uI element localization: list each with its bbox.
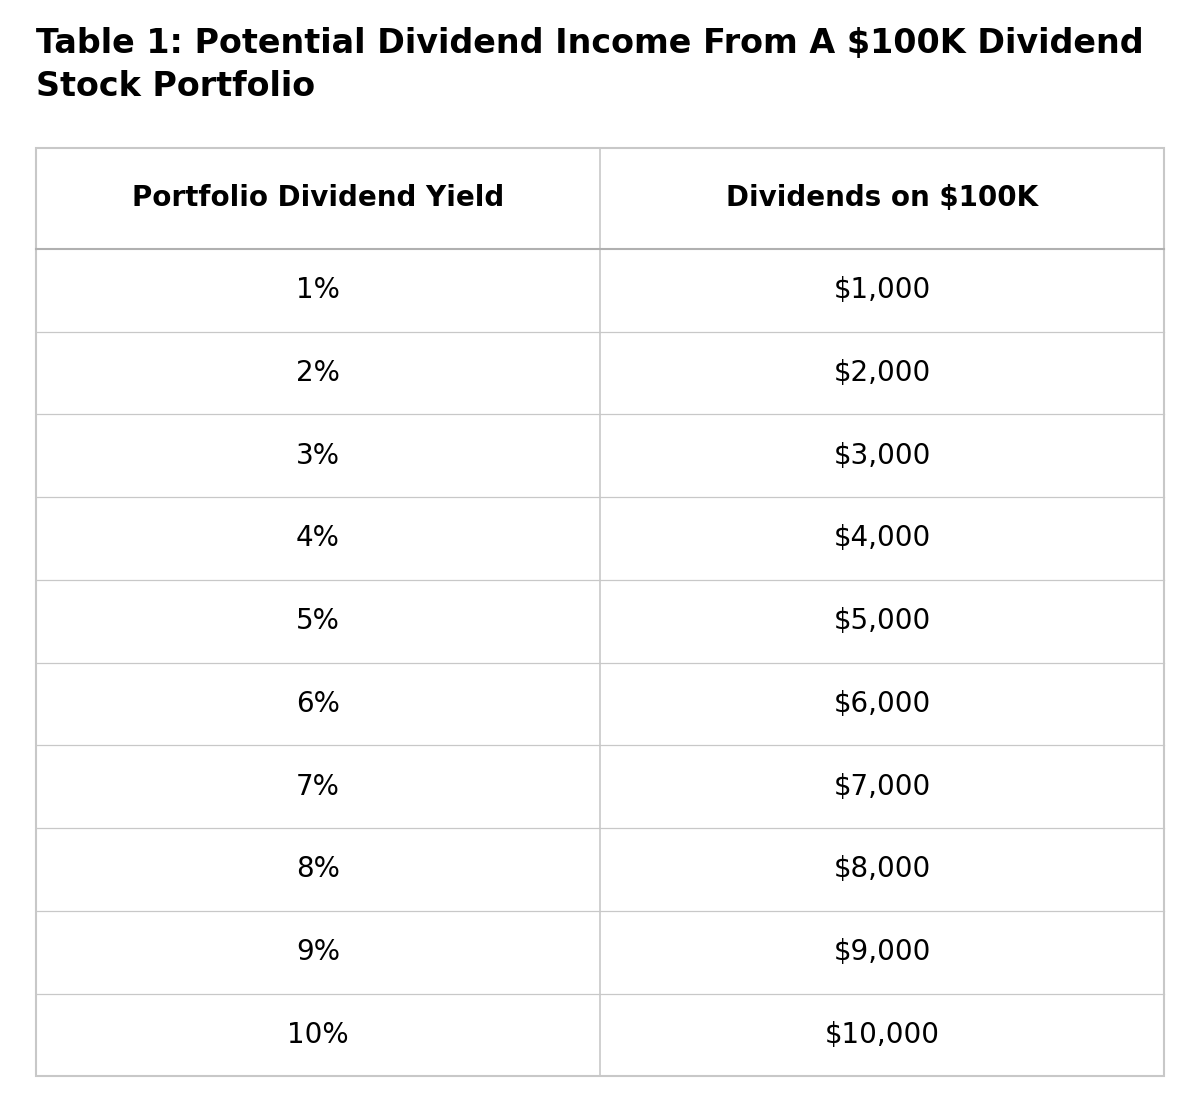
Text: $5,000: $5,000 [833,607,931,636]
Text: $4,000: $4,000 [833,524,931,552]
Text: 8%: 8% [296,855,340,883]
Text: $6,000: $6,000 [833,689,931,718]
Text: 10%: 10% [287,1020,349,1049]
Text: $2,000: $2,000 [833,358,931,387]
Text: $3,000: $3,000 [833,442,931,470]
Text: 5%: 5% [296,607,340,636]
Text: $1,000: $1,000 [833,276,931,305]
Text: $7,000: $7,000 [833,773,931,801]
Text: Portfolio Dividend Yield: Portfolio Dividend Yield [132,184,504,213]
Text: 2%: 2% [296,358,340,387]
Text: Dividends on $100K: Dividends on $100K [726,184,1038,213]
Text: $10,000: $10,000 [824,1020,940,1049]
Text: 3%: 3% [296,442,340,470]
Text: 1%: 1% [296,276,340,305]
Text: 9%: 9% [296,938,340,967]
Text: 4%: 4% [296,524,340,552]
Text: $9,000: $9,000 [833,938,931,967]
Text: 7%: 7% [296,773,340,801]
Text: 6%: 6% [296,689,340,718]
Text: $8,000: $8,000 [833,855,931,883]
Text: Table 1: Potential Dividend Income From A $100K Dividend
Stock Portfolio: Table 1: Potential Dividend Income From … [36,27,1144,103]
